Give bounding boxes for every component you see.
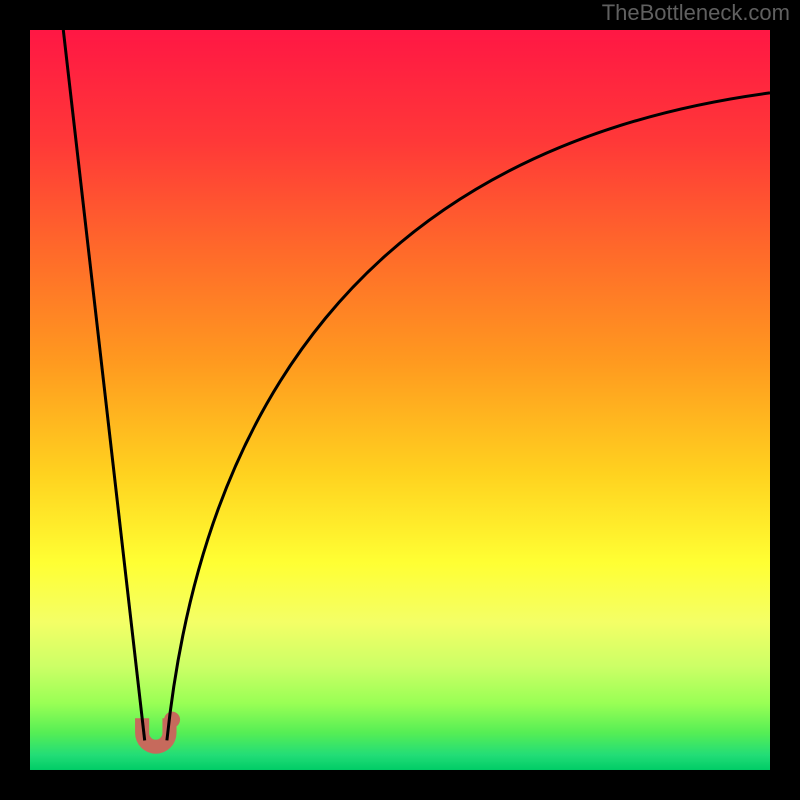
watermark-text: TheBottleneck.com	[602, 0, 790, 26]
chart-container: TheBottleneck.com	[0, 0, 800, 800]
plot-area	[30, 30, 770, 770]
minimum-marker-dot	[164, 712, 180, 728]
bottleneck-curve	[30, 30, 770, 770]
curve-right-branch	[167, 93, 770, 741]
curve-left-branch	[63, 30, 144, 740]
